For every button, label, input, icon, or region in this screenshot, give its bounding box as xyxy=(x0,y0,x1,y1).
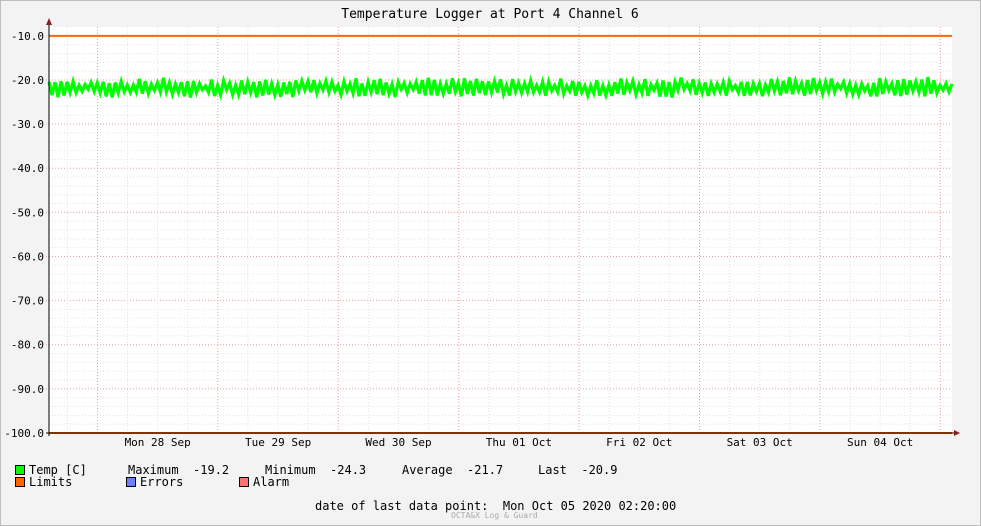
alarm-swatch xyxy=(239,477,249,487)
chart-title: Temperature Logger at Port 4 Channel 6 xyxy=(341,7,638,22)
x-tick-label: Mon 28 Sep xyxy=(125,436,191,449)
legend-maximum: Maximum -19.2 xyxy=(128,464,229,477)
limits-swatch xyxy=(15,477,25,487)
maximum-label: Maximum xyxy=(128,463,179,477)
last-point-value: Mon Oct 05 2020 02:20:00 xyxy=(502,499,677,513)
legend-temp-label: Temp [C] xyxy=(29,463,87,477)
x-tick-label: Sun 04 Oct xyxy=(847,436,913,449)
temperature-series xyxy=(47,74,954,102)
grid xyxy=(46,27,952,434)
x-tick-label: Sat 03 Oct xyxy=(727,436,793,449)
y-tick-label: -80.0 xyxy=(11,339,44,352)
x-axis-labels: Mon 28 Sep Tue 29 Sep Wed 30 Sep Thu 01 Oct… xyxy=(125,436,914,449)
y-tick-label: -90.0 xyxy=(11,383,44,396)
legend-alarm: Alarm xyxy=(239,476,289,489)
errors-label: Errors xyxy=(140,475,184,489)
y-tick-label: -100.0 xyxy=(4,427,44,440)
alarm-label: Alarm xyxy=(253,475,290,489)
axes xyxy=(46,18,960,436)
maximum-value: -19.2 xyxy=(193,463,230,477)
x-axis-arrow xyxy=(954,430,960,436)
x-tick-label: Fri 02 Oct xyxy=(606,436,672,449)
y-tick-label: -70.0 xyxy=(11,295,44,308)
last-data-point: date of last data point: Mon Oct 05 2020… xyxy=(315,499,676,513)
average-value: -21.7 xyxy=(467,463,504,477)
last-value: -20.9 xyxy=(581,463,618,477)
y-tick-label: -20.0 xyxy=(11,74,44,87)
temp-swatch xyxy=(15,465,25,475)
legend-average: Average -21.7 xyxy=(402,464,503,477)
y-tick-label: -60.0 xyxy=(11,250,44,263)
x-tick-label: Tue 29 Sep xyxy=(245,436,311,449)
credit-text: OCTA&X Log & Guard xyxy=(451,511,538,520)
temperature-line xyxy=(47,74,954,102)
legend-minimum: Minimum -24.3 xyxy=(265,464,366,477)
limits-label: Limits xyxy=(29,475,73,489)
chart-canvas: -10.0 -20.0 -30.0 -40.0 -50.0 -60.0 -70.0 -80.0… xyxy=(4,7,960,449)
x-tick-label: Wed 30 Sep xyxy=(365,436,431,449)
y-axis-labels: -10.0 -20.0 -30.0 -40.0 -50.0 -60.0 -70.0 -80.0… xyxy=(4,30,44,440)
last-point-label: date of last data point: xyxy=(315,499,489,513)
errors-swatch xyxy=(126,477,136,487)
minimum-label: Minimum xyxy=(265,463,316,477)
x-tick-label: Thu 01 Oct xyxy=(486,436,552,449)
y-axis-arrow xyxy=(46,18,52,25)
minimum-value: -24.3 xyxy=(330,463,367,477)
legend-errors: Errors xyxy=(126,476,183,489)
legend-limits: Limits xyxy=(15,476,72,489)
legend-last: Last -20.9 xyxy=(538,464,617,477)
last-label: Last xyxy=(538,463,567,477)
y-tick-label: -50.0 xyxy=(11,206,44,219)
y-tick-label: -40.0 xyxy=(11,162,44,175)
legend-row-1: Temp [C] xyxy=(15,464,87,477)
average-label: Average xyxy=(402,463,453,477)
y-tick-label: -30.0 xyxy=(11,118,44,131)
y-tick-label: -10.0 xyxy=(11,30,44,43)
